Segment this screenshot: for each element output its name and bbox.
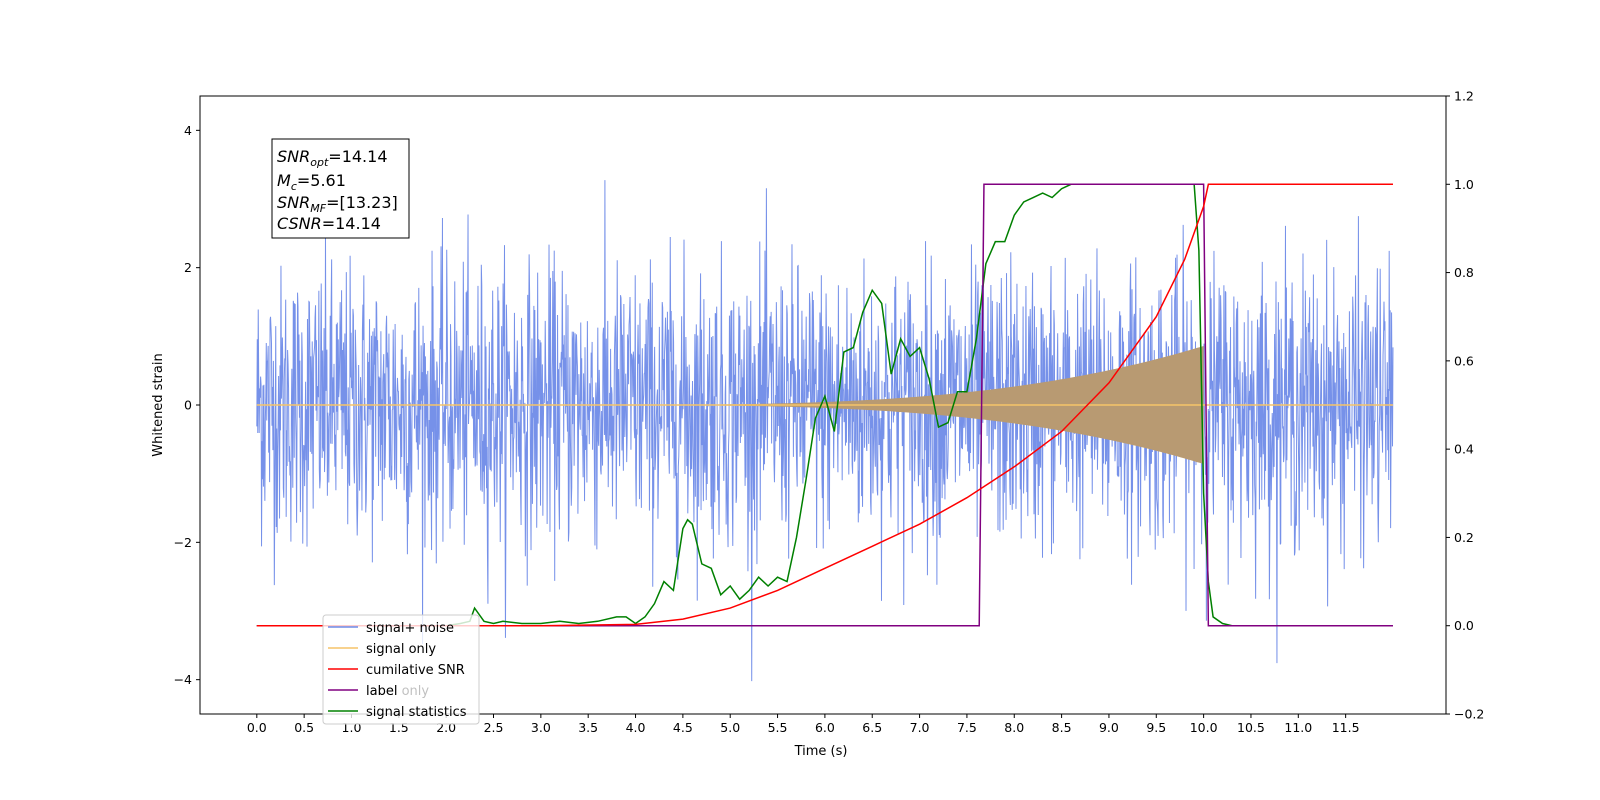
annotation-box: SNRopt=14.14 Mc=5.61 SNRMF=[13.23] CSNR=…	[271, 138, 410, 239]
y-left-tick-label: 2	[184, 260, 192, 275]
x-tick-label: 6.5	[862, 720, 882, 735]
legend-label-signal-noise: signal+ noise	[366, 621, 454, 636]
x-tick-label: 7.0	[910, 720, 930, 735]
y-right-tick-label: 1.2	[1454, 89, 1474, 104]
x-tick-label: 10.0	[1190, 720, 1218, 735]
legend-label-signal-only: signal only	[366, 642, 436, 657]
y-right-tick-label: 0.8	[1454, 265, 1474, 280]
y-right-tick-label: 0.2	[1454, 530, 1474, 545]
legend-label-cumulative-snr: cumilative SNR	[366, 663, 465, 678]
annotation-snr-mf: SNRMF=[13.23]	[277, 193, 398, 215]
y-right-tick-label: 1.0	[1454, 177, 1474, 192]
y-axis-title-left: Whitened strain	[151, 353, 166, 456]
y-right-tick-label: −0.2	[1454, 707, 1484, 722]
y-right-tick-label: 0.0	[1454, 618, 1474, 633]
label-line	[256, 183, 1393, 627]
series-cumulative-snr	[256, 183, 1393, 627]
x-tick-label: 7.5	[957, 720, 977, 735]
legend-label-label-only: label only	[366, 684, 429, 699]
series-signal-only	[256, 345, 1393, 465]
x-tick-label: 3.0	[531, 720, 551, 735]
x-axis-title: Time (s)	[794, 744, 848, 759]
x-tick-label: 5.0	[720, 720, 740, 735]
legend-label-signal-statistics: signal statistics	[366, 705, 467, 720]
series-label	[256, 183, 1393, 627]
x-tick-label: 11.0	[1284, 720, 1312, 735]
x-tick-label: 11.5	[1332, 720, 1360, 735]
x-tick-label: 0.0	[247, 720, 267, 735]
y-right-tick-label: 0.6	[1454, 353, 1474, 368]
x-tick-label: 2.5	[484, 720, 504, 735]
x-tick-label: 6.0	[815, 720, 835, 735]
signal-noise-line	[256, 180, 1394, 682]
y-left-tick-label: 4	[184, 123, 192, 138]
x-tick-label: 4.0	[626, 720, 646, 735]
annotation-csnr: CSNR=14.14	[277, 214, 381, 233]
x-tick-label: 8.5	[1052, 720, 1072, 735]
x-tick-label: 5.5	[768, 720, 788, 735]
cumulative-snr-line	[256, 183, 1393, 627]
y-axis-left: 4 2 0 −2 −4	[174, 123, 200, 687]
y-left-tick-label: −2	[174, 535, 192, 550]
y-left-tick-label: 0	[184, 398, 192, 413]
x-tick-label: 4.5	[673, 720, 693, 735]
annotation-mc: Mc=5.61	[277, 171, 346, 193]
y-left-tick-label: −4	[174, 672, 192, 687]
x-tick-label: 8.0	[1004, 720, 1024, 735]
x-tick-label: 9.0	[1099, 720, 1119, 735]
legend: signal+ noise signal only cumilative SNR…	[322, 614, 480, 725]
legend-label-label: label	[366, 684, 397, 699]
y-right-tick-label: 0.4	[1454, 442, 1474, 457]
y-axis-right: 1.2 1.0 0.8 0.6 0.4 0.2 0.0 −0.2	[1446, 89, 1484, 722]
legend-frame	[322, 614, 480, 725]
annotation-snr-opt: SNRopt=14.14	[277, 147, 388, 169]
x-tick-label: 0.5	[294, 720, 314, 735]
x-tick-label: 3.5	[578, 720, 598, 735]
series-signal-noise	[256, 180, 1394, 682]
x-tick-label: 10.5	[1237, 720, 1265, 735]
x-tick-label: 9.5	[1146, 720, 1166, 735]
